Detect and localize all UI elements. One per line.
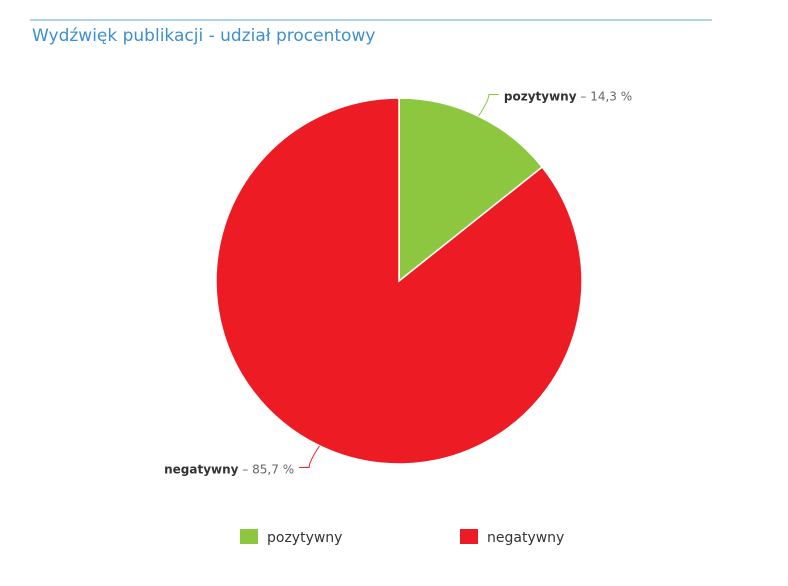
pie-slice [398, 97, 544, 283]
legend-swatch [240, 529, 258, 544]
label-separator: – [580, 89, 586, 103]
data-label: negatywny – 85,7 % [164, 462, 294, 476]
value-label: 85,7 % [252, 462, 294, 476]
leader-line [299, 445, 320, 468]
legend-label: pozytywny [267, 530, 342, 546]
value-label: 14,3 % [590, 89, 632, 103]
legend-swatch [460, 529, 478, 544]
label-category: pozytywny [504, 89, 577, 103]
legend-label: negatywny [487, 530, 564, 546]
label-category: negatywny [164, 462, 239, 476]
data-label: pozytywny – 14,3 % [504, 89, 632, 103]
chart-title: Wydźwięk publikacji - udział procentowy [32, 26, 375, 46]
label-separator: – [242, 462, 248, 476]
leader-line [478, 94, 499, 117]
